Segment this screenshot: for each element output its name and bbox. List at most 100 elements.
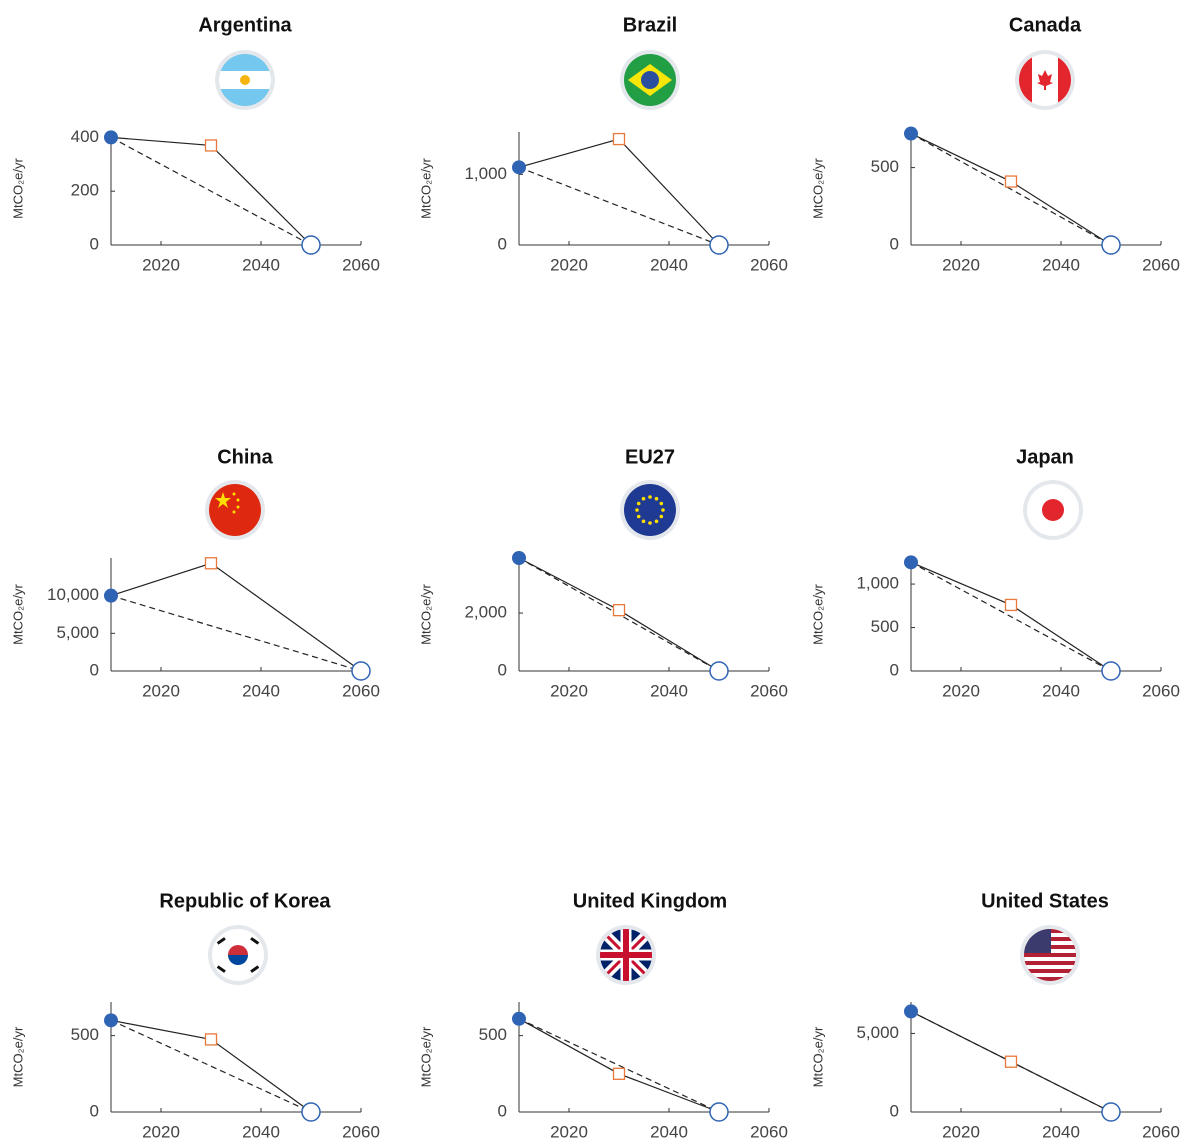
x-tick-label: 2060 [342,681,380,700]
y-tick-label: 10,000 [47,585,99,604]
start-point [104,1013,118,1028]
start-point [904,1004,918,1019]
y-axis-label: MtCO₂e/yr [418,158,433,219]
y-tick-label: 500 [71,1025,99,1044]
target-point [612,1067,626,1080]
flag [215,50,275,110]
flag [620,480,680,540]
y-tick-label: 1,000 [464,164,507,183]
end-point [1101,661,1121,681]
target-point [204,557,218,570]
y-tick-label: 500 [871,617,899,636]
start-point [512,551,526,565]
flag [1023,480,1083,540]
flag [205,480,265,540]
x-tick-label: 2060 [342,1122,380,1141]
x-tick-label: 2020 [142,255,180,274]
panel-title: Canada [1009,14,1082,36]
x-tick-label: 2040 [1042,681,1080,700]
panel-title: Republic of Korea [159,890,331,912]
y-tick-label: 0 [890,660,899,679]
y-tick-label: 2,000 [464,603,507,622]
x-tick-label: 2040 [650,255,688,274]
panel-title: Japan [1016,446,1074,468]
y-tick-label: 0 [90,660,99,679]
x-tick-label: 2040 [650,681,688,700]
end-point [301,235,321,255]
end-point [1101,1102,1121,1122]
x-tick-label: 2020 [942,681,980,700]
target-point [1004,175,1018,188]
y-axis-label: MtCO₂e/yr [10,584,25,645]
trend-line [910,561,1112,672]
flag [1015,50,1075,110]
y-tick-label: 5,000 [56,623,99,642]
series-line [110,562,362,672]
target-point [204,1033,218,1046]
y-axis-label: MtCO₂e/yr [418,1026,433,1087]
panel-title: Argentina [198,14,292,36]
series-line [518,138,720,246]
y-axis-label: MtCO₂e/yr [10,1026,25,1087]
x-tick-label: 2060 [750,681,788,700]
panel-title: United Kingdom [573,890,727,912]
x-tick-label: 2060 [342,255,380,274]
trend-line [110,136,312,246]
x-tick-label: 2020 [550,681,588,700]
start-point [512,1011,526,1026]
y-tick-label: 0 [498,660,507,679]
y-tick-label: 0 [90,1101,99,1120]
y-tick-label: 500 [871,157,899,176]
x-tick-label: 2020 [550,255,588,274]
y-tick-label: 5,000 [856,1023,899,1042]
flag [208,925,268,985]
panel-title: EU27 [625,446,675,468]
y-axis-label: MtCO₂e/yr [810,584,825,645]
x-tick-label: 2040 [242,681,280,700]
trend-line [910,133,1112,246]
x-tick-label: 2020 [550,1122,588,1141]
flag [596,925,656,985]
end-point [709,661,729,681]
y-tick-label: 0 [498,234,507,253]
trend-line [110,595,362,672]
end-point [1101,235,1121,255]
x-tick-label: 2060 [750,1122,788,1141]
x-tick-label: 2020 [142,681,180,700]
trend-line [110,1019,312,1113]
start-point [904,126,918,141]
start-point [104,588,118,603]
x-tick-label: 2060 [1142,681,1180,700]
y-tick-label: 0 [498,1101,507,1120]
x-tick-label: 2040 [650,1122,688,1141]
x-tick-label: 2040 [1042,1122,1080,1141]
x-tick-label: 2060 [1142,255,1180,274]
x-tick-label: 2020 [942,255,980,274]
x-tick-label: 2020 [142,1122,180,1141]
end-point [709,235,729,255]
start-point [904,555,918,570]
target-point [612,132,626,146]
flag [620,50,680,110]
target-point [1004,1055,1018,1068]
y-tick-label: 500 [479,1025,507,1044]
trend-line [518,166,720,246]
panel-title: United States [981,890,1109,912]
x-tick-label: 2040 [242,255,280,274]
x-tick-label: 2060 [750,255,788,274]
y-axis-label: MtCO₂e/yr [418,584,433,645]
y-tick-label: 1,000 [856,574,899,593]
y-tick-label: 200 [71,181,99,200]
panel-title: Brazil [623,14,677,36]
x-tick-label: 2060 [1142,1122,1180,1141]
x-tick-label: 2040 [242,1122,280,1141]
end-point [709,1102,729,1122]
x-tick-label: 2020 [942,1122,980,1141]
target-point [1004,598,1018,612]
y-tick-label: 400 [71,127,99,146]
panel-title: China [217,446,273,468]
x-tick-label: 2040 [1042,255,1080,274]
y-axis-label: MtCO₂e/yr [810,158,825,219]
